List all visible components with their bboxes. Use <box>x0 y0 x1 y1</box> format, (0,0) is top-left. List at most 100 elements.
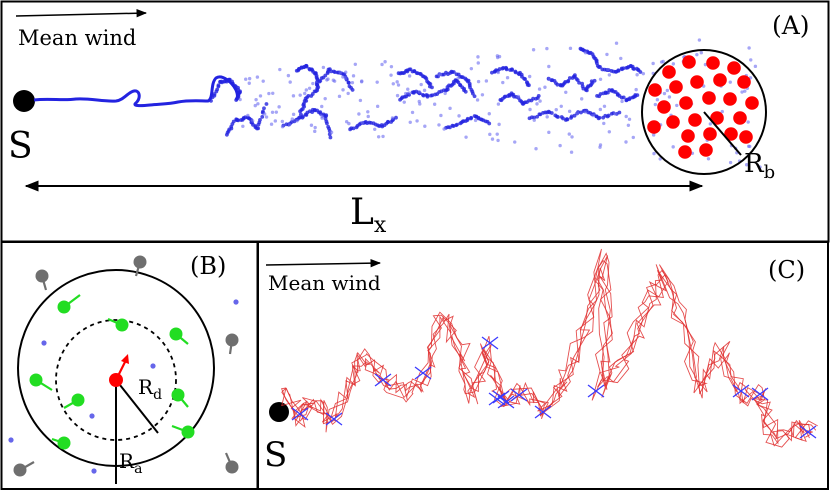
plume-particle <box>558 143 562 148</box>
target-particle <box>699 143 713 157</box>
plume-particle <box>598 107 603 112</box>
detection-marker <box>587 384 605 398</box>
plume-particle <box>391 82 395 86</box>
plume-particle <box>706 157 711 161</box>
plume-particle <box>250 119 255 123</box>
plume-particle <box>638 70 643 74</box>
plume-particle <box>567 76 572 80</box>
plume-particle <box>495 132 499 136</box>
plume-particle <box>728 80 732 84</box>
plume-particle <box>577 80 581 85</box>
neighbor-heading <box>63 399 79 409</box>
plume-particle <box>309 123 314 127</box>
plume-particle <box>264 102 269 106</box>
plume-particle <box>749 58 753 62</box>
plume-particle <box>497 122 501 127</box>
plume-particle <box>394 115 398 120</box>
detection-marker <box>374 373 392 387</box>
panel-c: (C) Mean wind S <box>257 241 829 490</box>
plume-particle <box>631 135 635 140</box>
plume-particle <box>598 77 603 82</box>
plume-particle <box>505 75 510 80</box>
plume-particle <box>651 133 656 137</box>
plume-particle <box>565 117 570 122</box>
plume-particle <box>286 73 291 78</box>
plume-particle <box>469 115 474 120</box>
plume-particle <box>298 109 302 114</box>
target-particle <box>745 96 759 110</box>
panel-c-frame <box>257 241 829 490</box>
plume-particle <box>290 117 295 121</box>
plume-particle <box>545 46 549 51</box>
plume-particle <box>488 132 492 137</box>
plume-particle <box>538 99 542 103</box>
plume-particle <box>554 107 558 112</box>
plume-particle <box>262 106 266 111</box>
plume-particle <box>472 94 477 99</box>
plume-particle <box>231 119 236 124</box>
distant-heading <box>224 452 234 468</box>
plume-particle <box>307 86 312 90</box>
plume-particle <box>475 98 480 102</box>
plume-particle <box>496 102 501 106</box>
target-particle <box>679 96 693 110</box>
odor-particle <box>233 299 239 305</box>
plume-particle <box>480 93 485 97</box>
detection-marker <box>751 387 769 401</box>
plume-particle <box>496 70 500 75</box>
plume-particle <box>634 87 638 92</box>
plume-particle <box>545 115 549 119</box>
plume-particle <box>534 147 538 151</box>
target-particle <box>681 129 695 143</box>
plume-particle <box>490 137 495 141</box>
distant-heading <box>228 339 234 355</box>
plume-particle <box>343 76 348 81</box>
plume-particle <box>572 113 577 118</box>
plume-particle <box>527 74 532 79</box>
plume-particle <box>309 94 314 98</box>
plume-particle <box>311 81 315 86</box>
plume-particle <box>547 77 551 81</box>
detection-marker-stroke <box>414 366 432 380</box>
plume-particle <box>547 64 551 69</box>
plume-particle <box>236 118 241 123</box>
plume-particle <box>469 66 474 71</box>
plume-particle <box>287 122 292 127</box>
neighbor-heading <box>175 333 189 345</box>
plume-particle <box>341 75 345 79</box>
plume-particle <box>495 55 500 60</box>
plume-particle <box>575 111 580 115</box>
plume-particle <box>564 90 568 94</box>
target-particle <box>737 75 751 89</box>
plume-particle <box>216 83 221 88</box>
plume-particle <box>346 80 351 85</box>
plume-particle <box>337 94 342 99</box>
detection-circle <box>55 319 177 441</box>
plume-particle <box>258 117 262 122</box>
plume-particle <box>614 41 619 45</box>
plume-particle <box>291 112 296 117</box>
plume-particle <box>366 110 370 114</box>
target-particle <box>727 61 741 75</box>
plume-particle <box>425 94 430 99</box>
plume-particle <box>325 121 329 126</box>
panel-a-source-dot <box>13 90 35 112</box>
plume-particle <box>258 94 263 98</box>
plume-particle <box>455 122 459 127</box>
plume-particle <box>747 46 751 50</box>
detection-marker-stroke <box>488 392 506 406</box>
odor-particle <box>150 363 156 369</box>
radius-a-label: Ra <box>119 449 142 477</box>
plume-particle <box>323 96 327 101</box>
plume-particle <box>592 78 597 83</box>
length-x-label: Lx <box>350 192 387 238</box>
target-particle <box>723 92 737 106</box>
target-particle <box>733 111 747 125</box>
plume-particle <box>344 120 349 124</box>
plume-particle <box>583 51 588 55</box>
detection-marker-stroke <box>732 384 750 398</box>
odor-particle <box>8 437 14 443</box>
plume-particle <box>280 119 285 124</box>
plume-particle <box>671 145 675 149</box>
